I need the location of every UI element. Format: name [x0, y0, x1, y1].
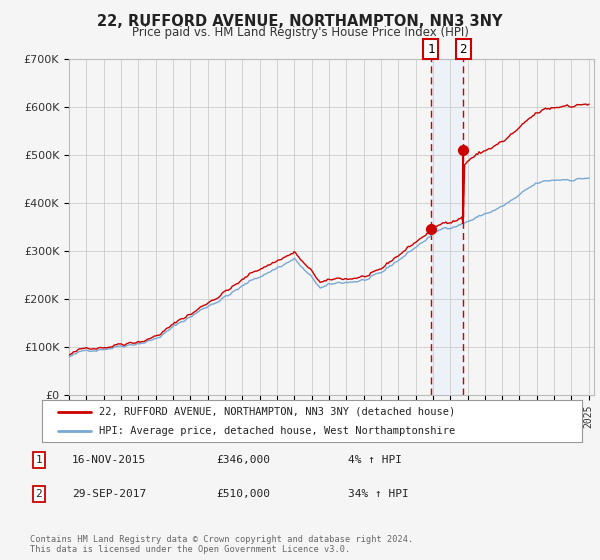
Text: Contains HM Land Registry data © Crown copyright and database right 2024.
This d: Contains HM Land Registry data © Crown c…: [30, 535, 413, 554]
Text: £510,000: £510,000: [216, 489, 270, 499]
Bar: [431, 59, 463, 395]
Text: 29-SEP-2017: 29-SEP-2017: [72, 489, 146, 499]
Text: 2: 2: [35, 489, 43, 499]
Text: 22, RUFFORD AVENUE, NORTHAMPTON, NN3 3NY: 22, RUFFORD AVENUE, NORTHAMPTON, NN3 3NY: [97, 14, 503, 29]
Text: 22, RUFFORD AVENUE, NORTHAMPTON, NN3 3NY (detached house): 22, RUFFORD AVENUE, NORTHAMPTON, NN3 3NY…: [98, 407, 455, 417]
Text: 1: 1: [427, 43, 434, 55]
Text: 2: 2: [460, 43, 467, 55]
Text: 4% ↑ HPI: 4% ↑ HPI: [348, 455, 402, 465]
Text: 34% ↑ HPI: 34% ↑ HPI: [348, 489, 409, 499]
Text: Price paid vs. HM Land Registry's House Price Index (HPI): Price paid vs. HM Land Registry's House …: [131, 26, 469, 39]
Text: 16-NOV-2015: 16-NOV-2015: [72, 455, 146, 465]
Text: 1: 1: [35, 455, 43, 465]
Text: £346,000: £346,000: [216, 455, 270, 465]
Text: HPI: Average price, detached house, West Northamptonshire: HPI: Average price, detached house, West…: [98, 426, 455, 436]
